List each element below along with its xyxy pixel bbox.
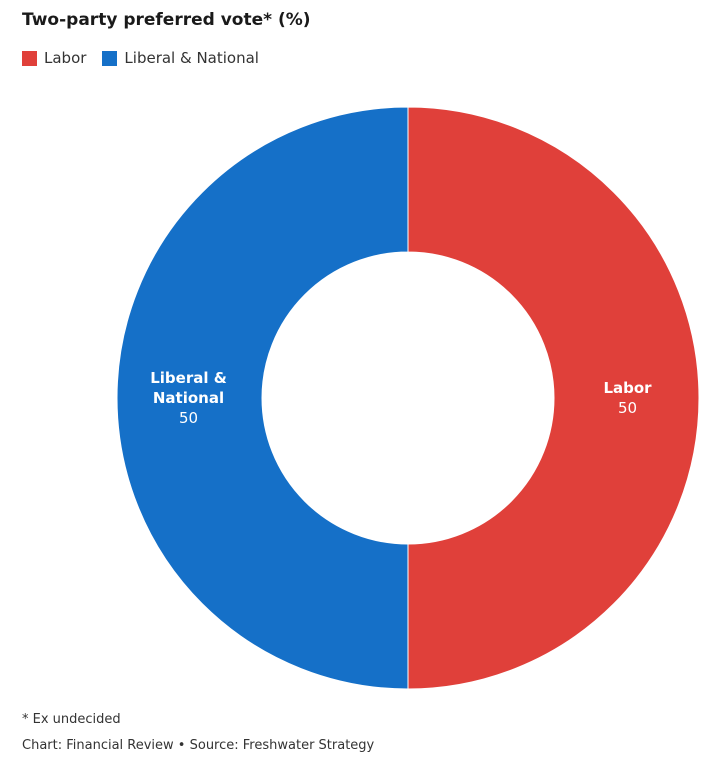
legend: Labor Liberal & National [22, 49, 275, 67]
source-credit: Chart: Financial Review • Source: Freshw… [22, 738, 375, 753]
legend-label-labor: Labor [44, 49, 87, 67]
slice-label-name-line: Liberal & [150, 369, 227, 387]
legend-item-liberal-national: Liberal & National [102, 49, 259, 67]
legend-label-liberal-national: Liberal & National [124, 49, 259, 67]
slice-value-label: 50 [179, 409, 198, 427]
slice-labor [407, 106, 700, 690]
slice-liberal-national [116, 106, 409, 690]
slice-label-name-line: National [153, 389, 224, 407]
slice-value-label: 50 [618, 399, 637, 417]
slice-label-liberal-national: Liberal & National 50 [150, 369, 227, 427]
legend-item-labor: Labor [22, 49, 86, 67]
chart-title: Two-party preferred vote* (%) [22, 10, 311, 30]
slice-label-name-line: Labor [603, 379, 652, 397]
slice-label-labor: Labor 50 [603, 379, 652, 417]
footnote: * Ex undecided [22, 712, 121, 727]
legend-swatch-labor [22, 50, 37, 66]
legend-swatch-liberal-national [102, 50, 118, 66]
